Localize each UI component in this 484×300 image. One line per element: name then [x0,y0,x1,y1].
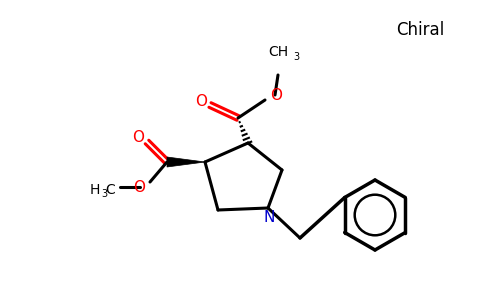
Text: Chiral: Chiral [396,21,444,39]
Text: 3: 3 [101,189,107,199]
Text: O: O [132,130,144,145]
Polygon shape [167,157,205,167]
Text: CH: CH [268,45,288,59]
Text: 3: 3 [293,52,299,62]
Text: O: O [270,88,282,103]
Text: O: O [195,94,207,110]
Text: C: C [105,183,115,197]
Text: O: O [133,179,145,194]
Text: H: H [90,183,100,197]
Text: N: N [263,209,275,224]
